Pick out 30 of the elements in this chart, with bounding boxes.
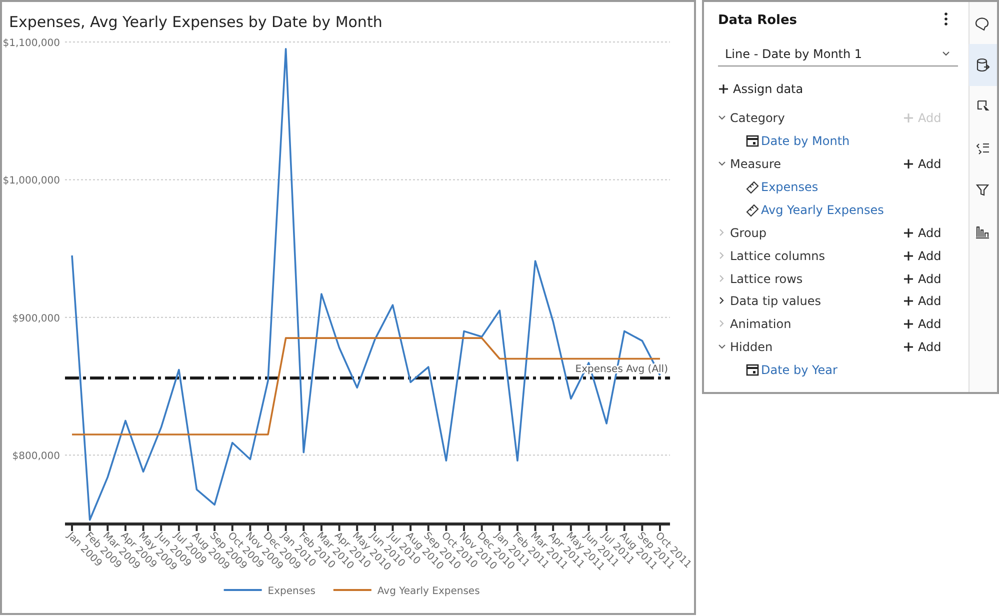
text: Add bbox=[918, 340, 942, 354]
y-tick-label: $1,100,000 bbox=[2, 38, 60, 49]
chart-title: Expenses, Avg Yearly Expenses by Date by Month bbox=[9, 13, 382, 31]
text: Add bbox=[918, 294, 942, 308]
y-tick-label: $1,000,000 bbox=[2, 176, 60, 187]
text: Expenses bbox=[761, 180, 818, 194]
text: Date by Year bbox=[761, 363, 838, 377]
text: Data tip values bbox=[730, 294, 821, 308]
text: Line - Date by Month 1 bbox=[725, 47, 862, 61]
legend-label: Expenses bbox=[268, 586, 316, 597]
text: Add bbox=[918, 272, 942, 286]
legend-label: Avg Yearly Expenses bbox=[377, 586, 480, 597]
y-tick-label: $800,000 bbox=[12, 451, 60, 462]
text: Animation bbox=[730, 317, 792, 331]
text: Add bbox=[918, 249, 942, 263]
text: Add bbox=[918, 111, 942, 125]
text: Add bbox=[918, 226, 942, 240]
text: Assign data bbox=[733, 82, 804, 96]
text: Measure bbox=[730, 157, 781, 171]
text: Category bbox=[730, 111, 785, 125]
text: Lattice columns bbox=[730, 249, 826, 263]
text: Add bbox=[918, 157, 942, 171]
text: Group bbox=[730, 226, 767, 240]
text: Data Roles bbox=[718, 13, 798, 28]
text: Lattice rows bbox=[730, 272, 803, 286]
text: Date by Month bbox=[761, 134, 850, 148]
text: Avg Yearly Expenses bbox=[761, 203, 884, 217]
text: Add bbox=[918, 317, 942, 331]
y-tick-label: $900,000 bbox=[12, 313, 60, 324]
text: Hidden bbox=[730, 340, 773, 354]
